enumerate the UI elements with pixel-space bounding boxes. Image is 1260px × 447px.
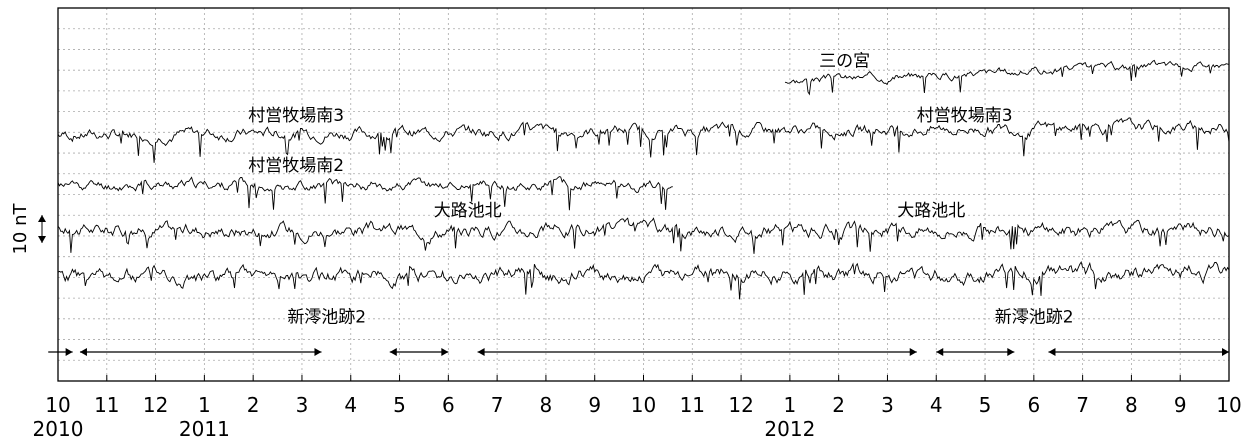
x-tick-label: 2: [832, 393, 845, 417]
series-label-4: 大路池北: [434, 201, 502, 221]
x-tick-label: 1: [784, 393, 797, 417]
x-tick-label: 10: [631, 393, 656, 417]
series-label-2: 村営牧場南3: [917, 106, 1013, 126]
x-tick-label: 4: [344, 393, 357, 417]
arrowhead-right-4: [1007, 348, 1015, 356]
arrowhead-right-3: [909, 348, 917, 356]
x-tick-label: 9: [1174, 393, 1187, 417]
x-tick-label: 12: [728, 393, 753, 417]
series-line-4: [57, 261, 1230, 300]
arrowhead-right-2: [441, 348, 449, 356]
arrowhead-left-5: [1048, 348, 1056, 356]
year-label: 2010: [33, 417, 84, 441]
series-label-1: 村営牧場南3: [248, 106, 344, 126]
series-line-0: [784, 59, 1230, 96]
x-tick-label: 12: [143, 393, 168, 417]
x-tick-label: 7: [491, 393, 504, 417]
scale-bar-label: 10 nT: [10, 202, 31, 254]
arrowhead-right-0: [65, 348, 73, 356]
x-tick-label: 5: [979, 393, 992, 417]
arrowhead-left-2: [389, 348, 397, 356]
arrowhead-right-1: [314, 348, 322, 356]
series-label-6: 新澪池跡2: [287, 308, 366, 328]
x-tick-label: 8: [1125, 393, 1138, 417]
scale-bar: 10 nT: [10, 202, 46, 255]
x-tick-label: 1: [198, 393, 211, 417]
arrowhead-left-1: [79, 348, 87, 356]
arrowhead-left-4: [936, 348, 944, 356]
arrowhead-right-5: [1222, 348, 1229, 356]
x-tick-label: 10: [1216, 393, 1241, 417]
x-tick-label: 11: [680, 393, 705, 417]
scale-arrow-down: [38, 235, 46, 243]
x-tick-label: 8: [540, 393, 553, 417]
series-label-3: 村営牧場南2: [248, 156, 344, 176]
x-tick-label: 2: [247, 393, 260, 417]
series-label-7: 新澪池跡2: [995, 308, 1074, 328]
series-line-2: [57, 176, 673, 211]
x-tick-label: 10: [45, 393, 70, 417]
x-tick-label: 5: [393, 393, 406, 417]
scale-arrow-up: [38, 215, 46, 223]
x-tick-label: 6: [442, 393, 455, 417]
series-label-0: 三の宮: [819, 52, 870, 72]
series-label-5: 大路池北: [897, 201, 965, 221]
grid: [58, 8, 1229, 381]
x-tick-label: 7: [1076, 393, 1089, 417]
series-line-1: [57, 117, 1230, 163]
period-arrows: [48, 348, 1229, 356]
arrowhead-left-3: [477, 348, 485, 356]
x-tick-label: 3: [881, 393, 894, 417]
x-tick-label: 9: [588, 393, 601, 417]
year-label: 2011: [179, 417, 230, 441]
x-tick-label: 3: [296, 393, 309, 417]
x-tick-label: 6: [1027, 393, 1040, 417]
series-line-3: [57, 217, 1230, 254]
series-lines: [57, 59, 1230, 300]
x-tick-label: 4: [930, 393, 943, 417]
year-label: 2012: [764, 417, 815, 441]
x-tick-label: 11: [94, 393, 119, 417]
